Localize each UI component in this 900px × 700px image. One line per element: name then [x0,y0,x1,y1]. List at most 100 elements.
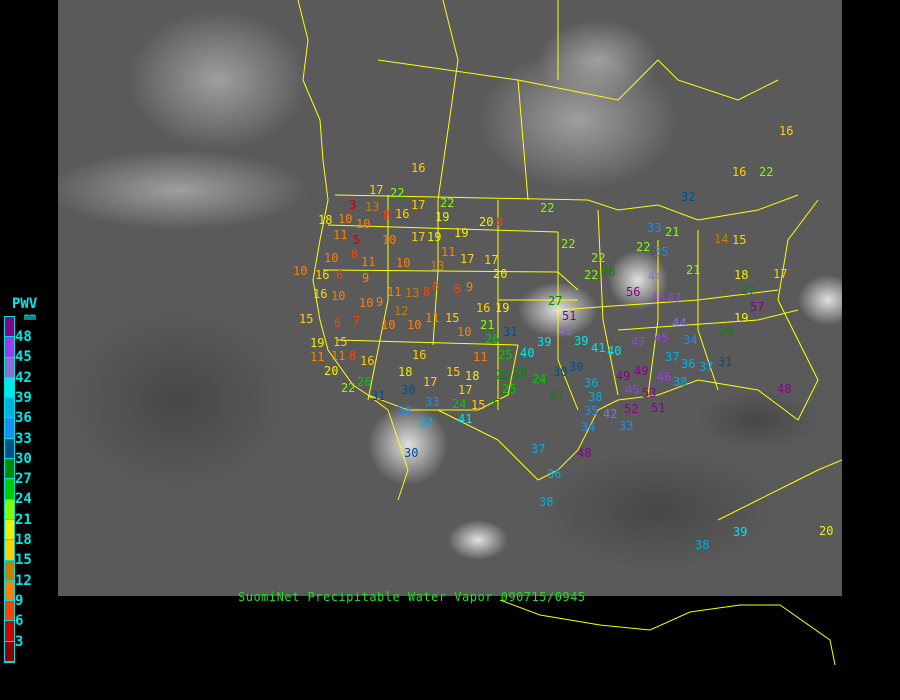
legend-swatch [5,337,14,358]
station-pwv-label: 39 [733,525,748,539]
station-pwv-label: 27 [489,397,504,411]
station-pwv-label: 12 [394,304,409,318]
station-pwv-label: 52 [624,402,639,416]
station-pwv-label: 17 [458,383,473,397]
station-pwv-label: 38 [673,375,688,389]
station-pwv-label: 10 [396,256,411,270]
station-pwv-label: 8 [496,215,504,229]
station-pwv-label: 21 [686,263,701,277]
station-pwv-label: 21 [665,225,680,239]
station-pwv-label: 16 [779,124,794,138]
station-pwv-label: 25 [498,348,513,362]
station-pwv-label: 10 [381,318,396,332]
station-pwv-label: 19 [734,311,749,325]
station-pwv-label: 15 [445,311,460,325]
station-pwv-label: 40 [607,344,622,358]
legend-swatch [5,459,14,480]
station-pwv-label: 41 [458,412,473,426]
station-pwv-label: 17 [369,183,384,197]
station-pwv-label: 30 [553,365,568,379]
station-pwv-label: 43 [558,324,573,338]
station-pwv-label: 16 [476,301,491,315]
station-pwv-label: 20 [479,215,494,229]
station-pwv-label: 11 [425,311,440,325]
station-pwv-label: 11 [387,285,402,299]
station-pwv-label: 49 [616,369,631,383]
legend-tick-label: 12 [15,572,32,589]
station-pwv-label: 36 [584,376,599,390]
station-pwv-label: 31 [503,325,518,339]
legend-tick-label: 9 [15,592,24,609]
station-pwv-label: 6 [336,268,344,282]
station-pwv-label: 15 [732,233,747,247]
station-pwv-label: 41 [591,341,606,355]
station-pwv-label: 37 [531,442,546,456]
satellite-map[interactable] [58,0,842,596]
station-pwv-label: 20 [324,364,339,378]
station-pwv-label: 36 [547,467,562,481]
station-pwv-label: 39 [537,335,552,349]
station-pwv-label: 10 [331,289,346,303]
legend-swatch [5,317,14,338]
station-pwv-label: 22 [584,268,599,282]
station-pwv-label: 56 [626,285,641,299]
station-pwv-label: 19 [435,210,450,224]
station-pwv-label: 14 [714,232,729,246]
station-pwv-label: 10 [293,264,308,278]
political-boundaries [297,0,842,521]
station-pwv-label: 44 [648,269,663,283]
station-pwv-label: 44 [672,316,687,330]
station-pwv-label: 10 [359,296,374,310]
station-pwv-label: 19 [454,226,469,240]
station-pwv-label: 8 [349,349,357,363]
station-pwv-label: 57 [750,300,765,314]
legend-tick-label: 21 [15,511,32,528]
legend-tick-label: 30 [15,450,32,467]
station-pwv-label: 16 [732,165,747,179]
station-pwv-label: 8 [423,285,431,299]
station-pwv-label: 3 [349,198,357,212]
station-pwv-label: 28 [495,368,510,382]
station-pwv-label: 19 [310,336,325,350]
station-pwv-label: 49 [634,364,649,378]
station-pwv-label: 45 [654,331,669,345]
station-pwv-label: 6 [334,316,342,330]
station-pwv-label: 35 [584,404,599,418]
legend-tick-label: 6 [15,613,24,630]
station-pwv-label: 34 [397,404,412,418]
station-pwv-label: 42 [603,407,618,421]
station-pwv-label: 24 [532,372,547,386]
station-pwv-label: 6 [432,279,440,293]
station-pwv-label: 8 [383,208,391,222]
satellite-imagery [58,0,842,570]
station-pwv-label: 51 [651,401,666,415]
station-pwv-label: 17 [411,198,426,212]
legend-swatch [5,621,14,642]
legend-tick-label: 42 [15,369,32,386]
station-pwv-label: 16 [313,287,328,301]
station-pwv-label: 18 [465,369,480,383]
station-pwv-label: 37 [419,416,434,430]
station-pwv-label: 38 [588,390,603,404]
station-pwv-label: 48 [777,382,792,396]
legend-tick-label: 39 [15,389,32,406]
legend-tick-label: 18 [15,532,32,548]
station-pwv-label: 33 [425,395,440,409]
station-pwv-label: 27 [548,294,563,308]
station-pwv-label: 47 [631,335,646,349]
station-pwv-label: 22 [440,196,455,210]
station-pwv-label: 25 [502,382,517,396]
station-pwv-label: 11 [331,349,346,363]
legend-tick-label: 27 [15,471,32,488]
station-pwv-label: 19 [427,230,442,244]
station-pwv-label: 22 [341,381,356,395]
legend-color-bar [4,316,15,664]
station-pwv-label: 9 [376,295,384,309]
legend-swatch [5,398,14,419]
station-pwv-label: 46 [651,291,666,305]
station-pwv-label: 8 [351,247,359,261]
station-pwv-label: 19 [495,301,510,315]
station-pwv-label: 35 [654,245,669,259]
